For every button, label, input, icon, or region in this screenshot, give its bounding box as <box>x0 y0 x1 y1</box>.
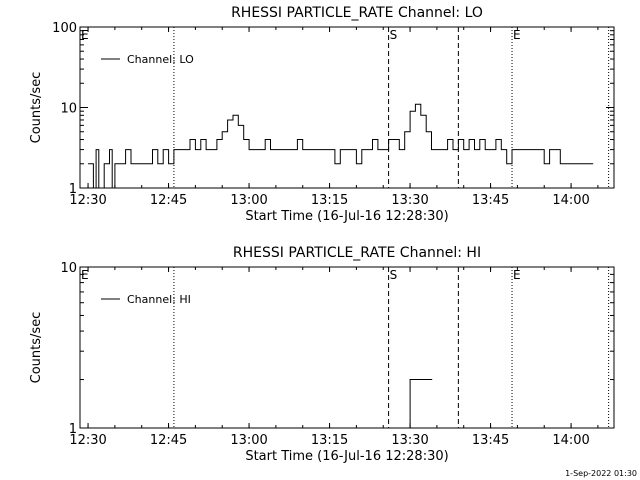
x-axis-label: Start Time (16-Jul-16 12:28:30) <box>245 209 448 224</box>
x-tick-label: 13:45 <box>472 193 509 208</box>
annotation-label: S <box>390 268 398 282</box>
x-axis-label: Start Time (16-Jul-16 12:28:30) <box>245 449 448 464</box>
annotation-label: S <box>390 28 398 42</box>
legend-label: Channel: HI <box>127 293 191 306</box>
x-tick-label: 13:30 <box>391 193 428 208</box>
annotation-label: E <box>513 28 521 42</box>
legend-label: Channel: LO <box>127 53 194 66</box>
annotation-label: E <box>81 268 89 282</box>
x-tick-label: 13:45 <box>472 433 509 448</box>
y-tick-label: 10 <box>60 102 77 117</box>
annotation-label: E <box>81 28 89 42</box>
x-tick-label: 12:30 <box>69 193 106 208</box>
y-tick-label: 1 <box>69 422 77 437</box>
x-tick-label: 12:45 <box>150 193 187 208</box>
x-tick-label: 13:00 <box>230 193 267 208</box>
chart-title: RHESSI PARTICLE_RATE Channel: HI <box>233 245 481 261</box>
x-tick-label: 13:30 <box>391 433 428 448</box>
lo-channel-panel: RHESSI PARTICLE_RATE Channel: LO 12:30 12:… <box>29 5 615 224</box>
x-tick-label: 13:15 <box>311 433 348 448</box>
y-tick-label: 100 <box>52 21 77 36</box>
series-line <box>88 103 594 189</box>
x-tick-label: 13:15 <box>311 193 348 208</box>
y-axis-label: Counts/sec <box>29 72 44 144</box>
y-tick-label: 1 <box>69 182 77 197</box>
x-tick-label: 12:30 <box>69 433 106 448</box>
x-tick-label: 14:00 <box>552 193 589 208</box>
y-axis-label: Counts/sec <box>29 312 44 384</box>
footer-timestamp: 1-Sep-2022 01:30 <box>565 469 637 478</box>
x-tick-label: 13:00 <box>230 433 267 448</box>
series-line <box>409 379 433 428</box>
x-tick-label: 14:00 <box>552 433 589 448</box>
x-tick-label: 12:45 <box>150 433 187 448</box>
chart-title: RHESSI PARTICLE_RATE Channel: LO <box>231 5 483 21</box>
y-tick-label: 10 <box>60 261 77 276</box>
plot-frame <box>79 266 615 429</box>
annotation-label: E <box>513 268 521 282</box>
hi-channel-panel: RHESSI PARTICLE_RATE Channel: HI 12:30 12:… <box>29 245 615 464</box>
